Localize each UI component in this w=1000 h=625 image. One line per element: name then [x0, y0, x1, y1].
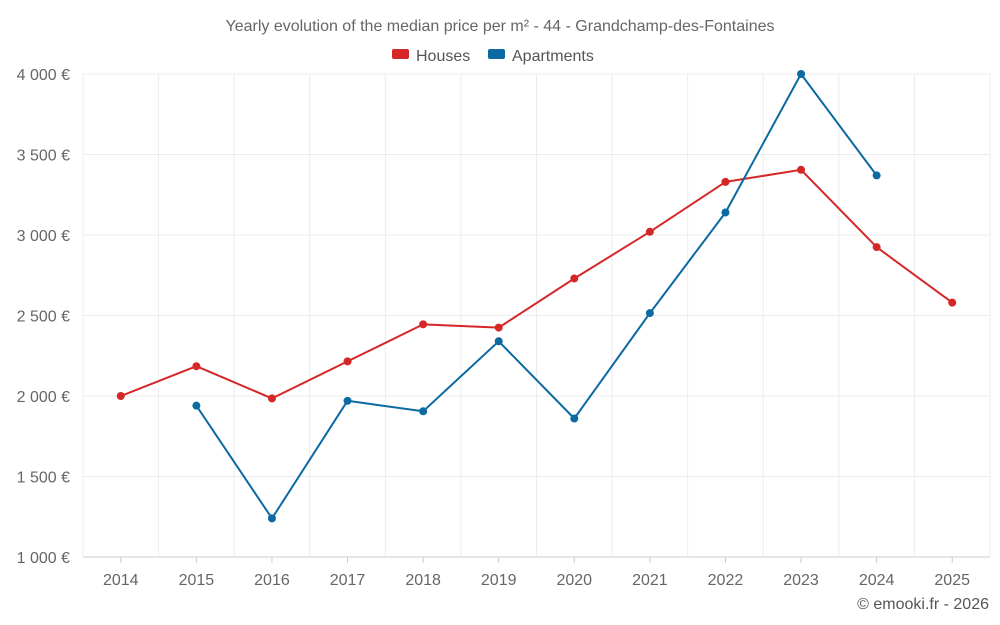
- data-point-apartments[interactable]: [192, 401, 201, 410]
- x-tick-label: 2022: [708, 572, 744, 589]
- y-tick-label: 2 000 €: [17, 389, 70, 406]
- y-tick-label: 1 000 €: [17, 550, 70, 567]
- legend-item-houses[interactable]: Houses: [392, 48, 470, 65]
- series-line-apartments: [195, 73, 878, 520]
- legend-swatch-apartments: [488, 49, 505, 59]
- data-point-apartments[interactable]: [494, 337, 503, 346]
- data-point-houses[interactable]: [116, 392, 125, 400]
- data-point-houses[interactable]: [192, 362, 201, 371]
- chart-title: Yearly evolution of the median price per…: [225, 18, 774, 35]
- y-tick-label: 2 500 €: [17, 309, 70, 326]
- y-tick-label: 1 500 €: [17, 470, 70, 487]
- legend-label-apartments: Apartments: [512, 48, 594, 65]
- data-point-apartments[interactable]: [721, 208, 730, 217]
- x-axis: 2014 2015 2016 2017 2018 2019 2020 2021 2022 2023…: [103, 557, 970, 589]
- y-axis: 1 000 € 1 500 € 2 000 € 2 500 € 3 000 € 3 500…: [17, 67, 70, 567]
- data-point-houses[interactable]: [267, 394, 276, 403]
- legend-item-apartments[interactable]: Apartments: [488, 48, 594, 65]
- data-point-houses[interactable]: [645, 227, 654, 236]
- y-tick-label: 3 500 €: [17, 148, 70, 165]
- data-point-apartments[interactable]: [645, 309, 654, 318]
- x-tick-label: 2015: [179, 572, 215, 589]
- data-point-apartments[interactable]: [570, 414, 579, 423]
- data-point-houses[interactable]: [721, 177, 730, 186]
- data-point-apartments[interactable]: [797, 70, 806, 78]
- y-tick-label: 4 000 €: [17, 67, 70, 84]
- data-point-houses[interactable]: [797, 165, 806, 174]
- series: [116, 70, 957, 523]
- legend: Houses Apartments: [392, 48, 594, 65]
- x-tick-label: 2024: [859, 572, 895, 589]
- x-tick-label: 2016: [254, 572, 290, 589]
- data-point-houses[interactable]: [494, 323, 503, 332]
- data-point-apartments[interactable]: [343, 396, 352, 405]
- x-tick-label: 2020: [556, 572, 592, 589]
- data-point-apartments[interactable]: [419, 407, 428, 416]
- credit-text: © emooki.fr - 2026: [857, 596, 989, 613]
- data-point-apartments[interactable]: [872, 171, 881, 180]
- x-tick-label: 2021: [632, 572, 668, 589]
- x-tick-label: 2025: [934, 572, 970, 589]
- series-line-houses: [120, 168, 953, 400]
- legend-label-houses: Houses: [416, 48, 470, 65]
- legend-swatch-houses: [392, 49, 409, 59]
- x-tick-label: 2018: [405, 572, 441, 589]
- x-tick-label: 2014: [103, 572, 139, 589]
- x-tick-label: 2023: [783, 572, 819, 589]
- data-point-houses[interactable]: [570, 274, 579, 283]
- data-point-apartments[interactable]: [267, 514, 276, 523]
- data-point-houses[interactable]: [419, 320, 428, 329]
- x-tick-label: 2019: [481, 572, 517, 589]
- y-tick-label: 3 000 €: [17, 228, 70, 245]
- grid: [82, 73, 991, 558]
- data-point-houses[interactable]: [343, 357, 352, 366]
- data-point-houses[interactable]: [948, 298, 957, 307]
- x-tick-label: 2017: [330, 572, 366, 589]
- data-point-houses[interactable]: [872, 243, 881, 252]
